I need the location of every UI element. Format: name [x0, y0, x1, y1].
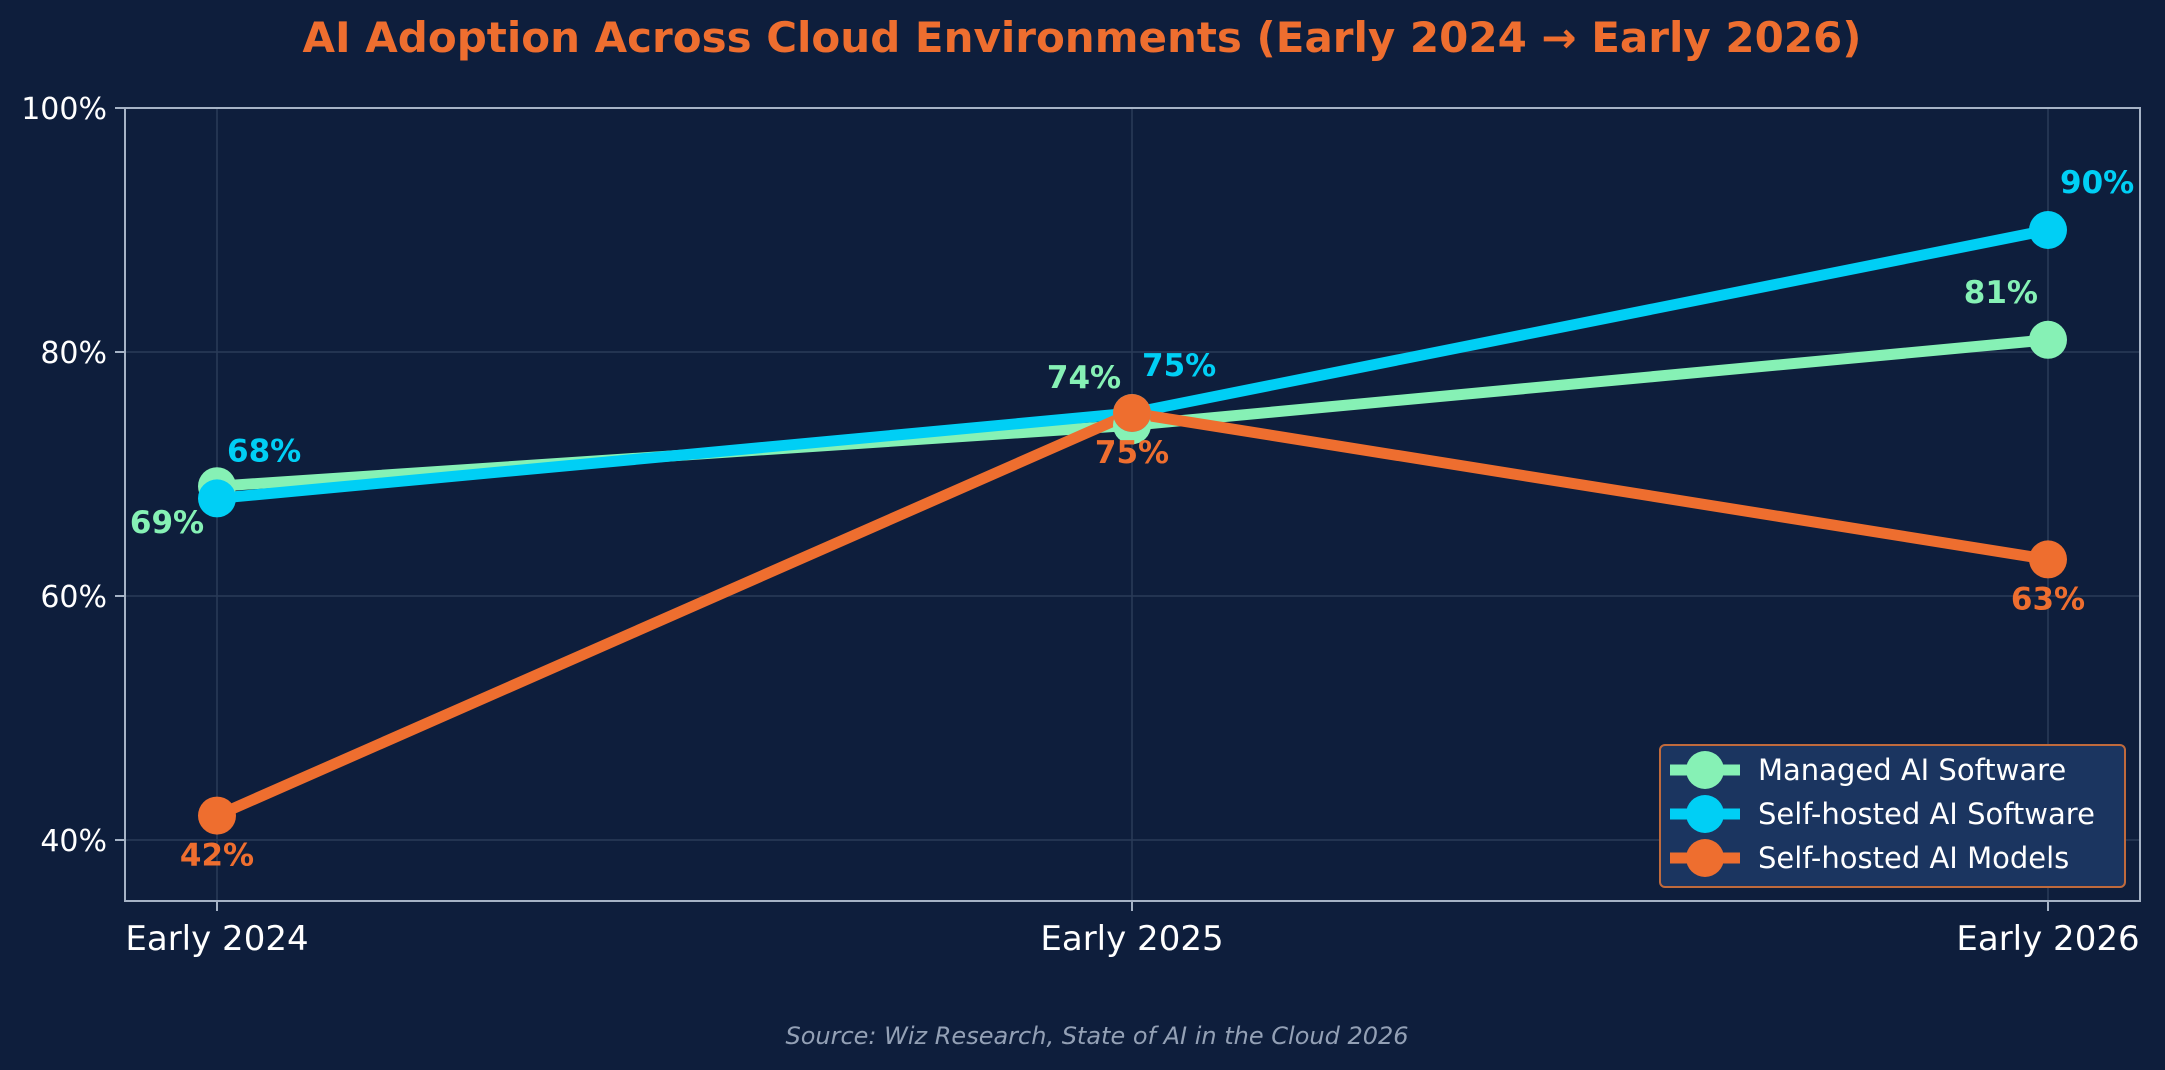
y-tick-label: 40%	[40, 824, 107, 859]
legend-swatch-marker	[1686, 751, 1724, 789]
data-label: 63%	[2011, 581, 2085, 617]
data-label: 90%	[2060, 165, 2134, 201]
legend-swatch-marker	[1686, 795, 1724, 833]
source-note: Source: Wiz Research, State of AI in the…	[785, 1022, 1408, 1050]
data-point	[2029, 211, 2067, 249]
x-axis: Early 2024 Early 2025 Early 2026	[125, 901, 2140, 959]
y-tick-label: 60%	[40, 580, 107, 615]
data-label: 68%	[227, 433, 301, 469]
x-tick-label: Early 2024	[125, 919, 308, 959]
legend: Managed AI Software Self-hosted AI Softwa…	[1659, 744, 2126, 888]
series-points	[198, 211, 2067, 835]
chart-title: AI Adoption Across Cloud Environments (E…	[303, 13, 1862, 62]
data-label: 75%	[1142, 348, 1216, 384]
data-point	[1113, 394, 1151, 432]
data-labels: 69% 74% 81% 68% 75% 90% 42% 75% 63%	[130, 165, 2134, 874]
data-label: 74%	[1047, 360, 1121, 396]
data-label: 81%	[1964, 275, 2038, 311]
data-label: 42%	[180, 838, 254, 874]
x-tick-label: Early 2026	[1956, 919, 2139, 959]
y-tick-label: 100%	[21, 92, 107, 127]
data-point	[2029, 540, 2067, 579]
legend-box	[1659, 744, 2126, 888]
data-point	[198, 479, 236, 518]
data-point	[2029, 320, 2067, 359]
legend-entry-label: Self-hosted AI Software	[1758, 797, 2095, 831]
y-tick-label: 80%	[40, 336, 107, 371]
data-point	[198, 796, 236, 835]
y-axis: 40% 60% 80% 100%	[21, 92, 125, 859]
data-label: 69%	[130, 505, 204, 541]
legend-entry-label: Managed AI Software	[1758, 753, 2066, 787]
data-label: 75%	[1095, 435, 1169, 471]
legend-entry-label: Self-hosted AI Models	[1758, 841, 2069, 875]
x-tick-label: Early 2025	[1040, 919, 1223, 959]
legend-swatch-marker	[1686, 839, 1724, 877]
